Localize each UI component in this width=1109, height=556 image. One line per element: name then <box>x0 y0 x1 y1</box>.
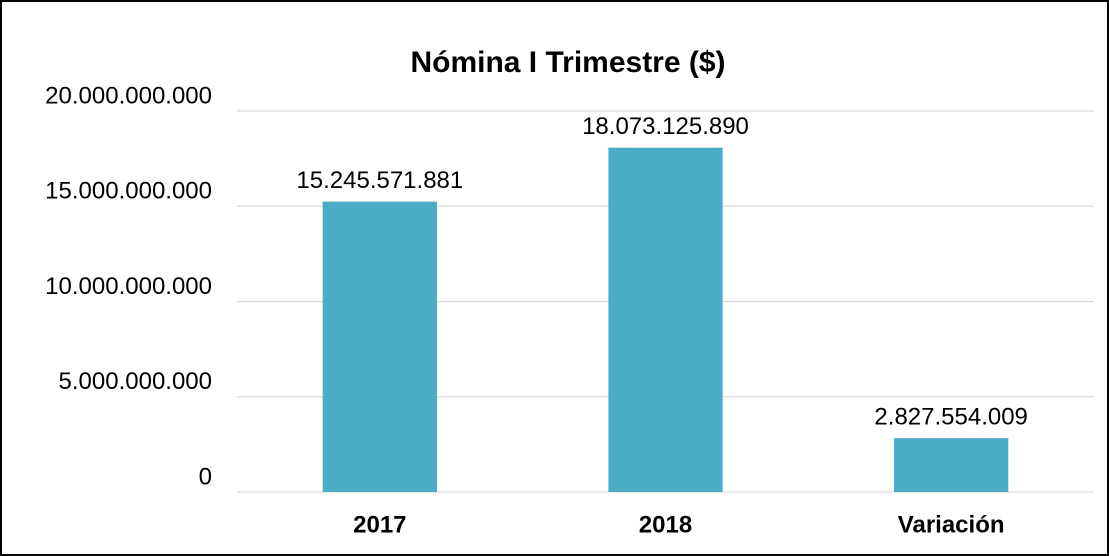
y-tick-label: 0 <box>199 463 212 490</box>
bar <box>608 147 723 492</box>
x-tick-label: 2018 <box>639 511 692 538</box>
y-tick-label: 20.000.000.000 <box>45 82 212 109</box>
x-tick-label: Variación <box>898 511 1005 538</box>
chart-title: Nómina I Trimestre ($) <box>410 46 725 79</box>
bar <box>322 201 437 493</box>
bar <box>894 438 1009 492</box>
y-tick-label: 5.000.000.000 <box>59 368 212 395</box>
value-label: 18.073.125.890 <box>582 113 749 140</box>
y-tick-label: 10.000.000.000 <box>45 273 212 300</box>
x-tick-label: 2017 <box>353 511 406 538</box>
y-tick-label: 15.000.000.000 <box>45 178 212 205</box>
value-label: 2.827.554.009 <box>874 403 1027 430</box>
value-label: 15.245.571.881 <box>296 167 463 194</box>
